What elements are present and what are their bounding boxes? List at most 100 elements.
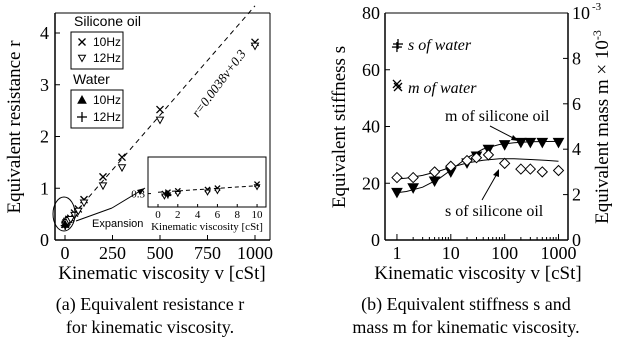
data-point xyxy=(392,79,402,89)
y-tick-label: 0 xyxy=(40,230,49,250)
data-point-shape xyxy=(250,42,260,51)
data-point xyxy=(155,116,165,125)
inset-data-point xyxy=(164,191,172,199)
legend-group1-box xyxy=(70,31,124,70)
data-point xyxy=(536,166,549,178)
data-point-shape xyxy=(470,152,483,164)
data-point xyxy=(524,137,537,149)
data-point-shape xyxy=(461,154,473,167)
inset-data-point xyxy=(174,190,182,198)
data-point xyxy=(407,183,420,194)
legend-triangle-down-marker xyxy=(77,54,87,63)
data-point xyxy=(99,172,107,181)
x-tick-label: 10 xyxy=(442,243,460,263)
inset-data-point xyxy=(204,189,211,196)
legend-marker-shape xyxy=(77,54,87,63)
panel-b-y-ticks-right: 0 2 4 6 8 10 -3 xyxy=(563,1,602,250)
legend-item-s-water: s of water xyxy=(408,37,472,54)
data-point-shape xyxy=(391,187,403,199)
caption-b-line2: mass m for kinematic viscosity. xyxy=(352,317,579,337)
inset-x-tick-label: 10 xyxy=(252,209,264,221)
data-point-shape xyxy=(407,171,419,184)
expansion-label: Expansion xyxy=(92,218,143,230)
data-point-shape xyxy=(117,164,127,173)
data-point xyxy=(391,171,403,184)
legend-item-water-12hz: 12Hz xyxy=(93,110,121,124)
panel-a-legend: Silicone oil 10Hz 12Hz Water 10Hz 12Hz xyxy=(70,13,141,129)
y-tick-label: 80 xyxy=(362,3,380,23)
data-point-shape xyxy=(73,207,83,216)
data-point-stroke xyxy=(118,153,126,162)
legend-group2-box xyxy=(70,89,124,129)
data-point-shape xyxy=(524,163,537,175)
y-tick-label: 20 xyxy=(362,173,380,193)
data-point xyxy=(498,140,511,151)
data-point-shape xyxy=(428,176,441,188)
legend-marker-shape xyxy=(77,94,87,104)
panel-a-x-axis-label: Kinematic viscosity v [cSt] xyxy=(58,263,265,284)
inset-frame xyxy=(147,156,267,208)
x-tick-label: 1 xyxy=(392,243,401,263)
caption-b-line1: (b) Equivalent stiffness s and xyxy=(361,294,571,315)
x-tick-label: 100 xyxy=(491,243,518,263)
inset-x-tick-label: 4 xyxy=(195,209,201,221)
panel-a-y-axis-label: Equivalent resistance r xyxy=(4,40,25,214)
legend-plus-marker xyxy=(77,112,87,122)
data-point xyxy=(536,137,549,149)
y-right-tick-label: 0 xyxy=(572,230,581,250)
data-point xyxy=(117,164,127,173)
data-point-shape xyxy=(498,140,511,151)
x-tick-label: 1000 xyxy=(541,243,577,263)
data-point-stroke xyxy=(99,172,107,181)
panel-b-y-axis-label: Equivalent stiffness s xyxy=(329,46,350,208)
y-tick-label: 40 xyxy=(362,117,380,137)
panel-b-data-points xyxy=(391,42,565,199)
panel-a-y-ticks: 0 1 2 3 4 xyxy=(40,23,60,250)
data-point xyxy=(73,207,83,216)
legend-marker xyxy=(78,38,86,46)
annotation-s-silicone: s of silicone oil xyxy=(445,203,544,220)
legend-x-marker xyxy=(393,82,403,92)
inset-data-point-shape xyxy=(174,190,182,198)
data-point-shape xyxy=(407,183,420,194)
data-point xyxy=(250,42,260,51)
data-point xyxy=(470,152,483,164)
y-right-tick-label: 6 xyxy=(572,94,581,114)
inset-x-tick-label: 2 xyxy=(175,209,181,221)
data-point-shape xyxy=(79,199,89,208)
panel-b-right-axis-label: Equivalent mass m × 10-3 xyxy=(590,30,613,224)
legend-marker-stroke xyxy=(78,38,86,46)
y-right-tick-label: 8 xyxy=(572,48,581,68)
data-point-shape xyxy=(482,149,495,161)
data-point xyxy=(391,187,403,199)
data-point-shape xyxy=(524,137,537,149)
legend-item-silicone-12hz: 12Hz xyxy=(93,51,121,65)
x-tick-label: 1000 xyxy=(237,243,273,263)
inset-plot: 0 2 4 6 8 10 0.3 Kinematic viscosity [cSt] xyxy=(131,156,267,233)
data-point-shape xyxy=(536,166,549,178)
x-tick-label: 500 xyxy=(147,243,174,263)
inset-x-tick-label: 6 xyxy=(215,209,221,221)
legend-marker xyxy=(393,82,403,92)
data-point xyxy=(60,221,70,231)
y-right-tick-label: 4 xyxy=(572,139,581,159)
data-point xyxy=(156,105,164,114)
legend-triangle-up-marker xyxy=(77,94,87,104)
data-point xyxy=(552,137,565,149)
x-tick-label: 250 xyxy=(99,243,126,263)
data-point xyxy=(428,166,441,178)
data-point-shape xyxy=(498,157,511,170)
y-tick-label: 0 xyxy=(371,230,380,250)
data-point xyxy=(428,176,441,188)
data-point-shape xyxy=(552,137,565,149)
legend-marker xyxy=(77,94,87,104)
legend-marker-stroke xyxy=(393,82,403,92)
panel-b-y-ticks: 0 20 40 60 80 xyxy=(362,3,390,250)
data-point xyxy=(118,153,126,162)
legend-group2-title: Water xyxy=(73,71,110,87)
y-right-tick-label: 2 xyxy=(572,185,581,205)
y-tick-label: 4 xyxy=(40,23,49,43)
data-point xyxy=(66,216,76,224)
data-point-shape xyxy=(428,166,441,178)
